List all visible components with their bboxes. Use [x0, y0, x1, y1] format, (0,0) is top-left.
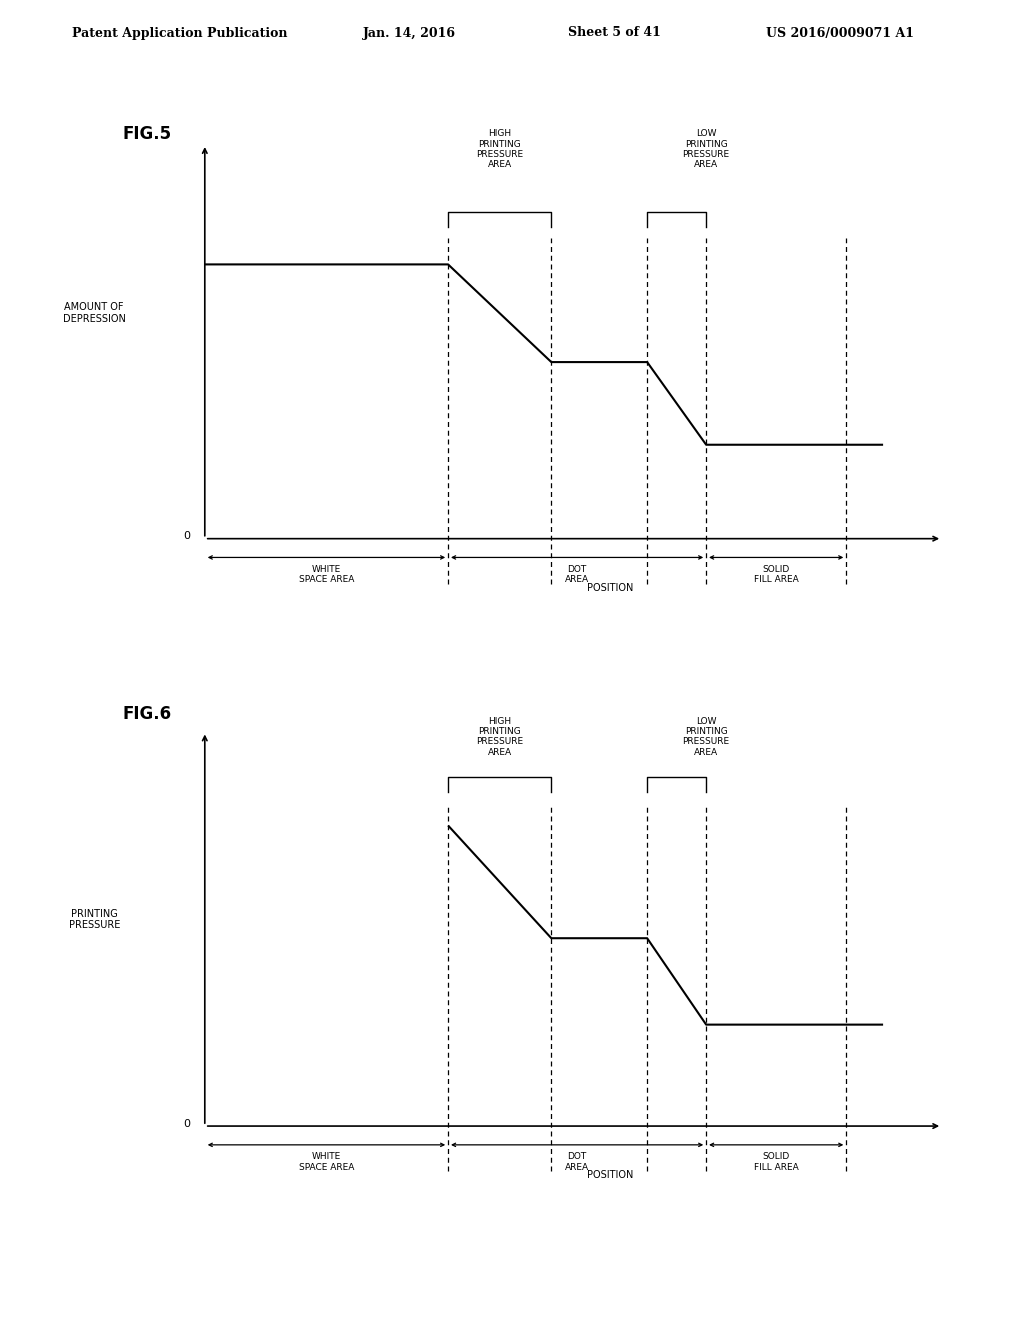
Text: WHITE
SPACE AREA: WHITE SPACE AREA: [299, 1152, 354, 1172]
Text: WHITE
SPACE AREA: WHITE SPACE AREA: [299, 565, 354, 585]
Text: FIG.5: FIG.5: [123, 124, 172, 143]
Text: Jan. 14, 2016: Jan. 14, 2016: [364, 26, 456, 40]
Text: US 2016/0009071 A1: US 2016/0009071 A1: [766, 26, 913, 40]
Text: DOT
AREA: DOT AREA: [565, 1152, 589, 1172]
Text: AMOUNT OF
DEPRESSION: AMOUNT OF DEPRESSION: [62, 302, 126, 323]
Text: POSITION: POSITION: [587, 582, 634, 593]
Text: HIGH
PRINTING
PRESSURE
AREA: HIGH PRINTING PRESSURE AREA: [476, 717, 523, 756]
Text: SOLID
FILL AREA: SOLID FILL AREA: [754, 1152, 799, 1172]
Text: FIG.6: FIG.6: [123, 705, 172, 723]
Text: 0: 0: [183, 1118, 190, 1129]
Text: LOW
PRINTING
PRESSURE
AREA: LOW PRINTING PRESSURE AREA: [683, 717, 730, 756]
Text: LOW
PRINTING
PRESSURE
AREA: LOW PRINTING PRESSURE AREA: [683, 129, 730, 169]
Text: HIGH
PRINTING
PRESSURE
AREA: HIGH PRINTING PRESSURE AREA: [476, 129, 523, 169]
Text: PRINTING
PRESSURE: PRINTING PRESSURE: [69, 908, 120, 931]
Text: 0: 0: [183, 531, 190, 541]
Text: POSITION: POSITION: [587, 1170, 634, 1180]
Text: Sheet 5 of 41: Sheet 5 of 41: [568, 26, 660, 40]
Text: DOT
AREA: DOT AREA: [565, 565, 589, 585]
Text: Patent Application Publication: Patent Application Publication: [72, 26, 287, 40]
Text: SOLID
FILL AREA: SOLID FILL AREA: [754, 565, 799, 585]
